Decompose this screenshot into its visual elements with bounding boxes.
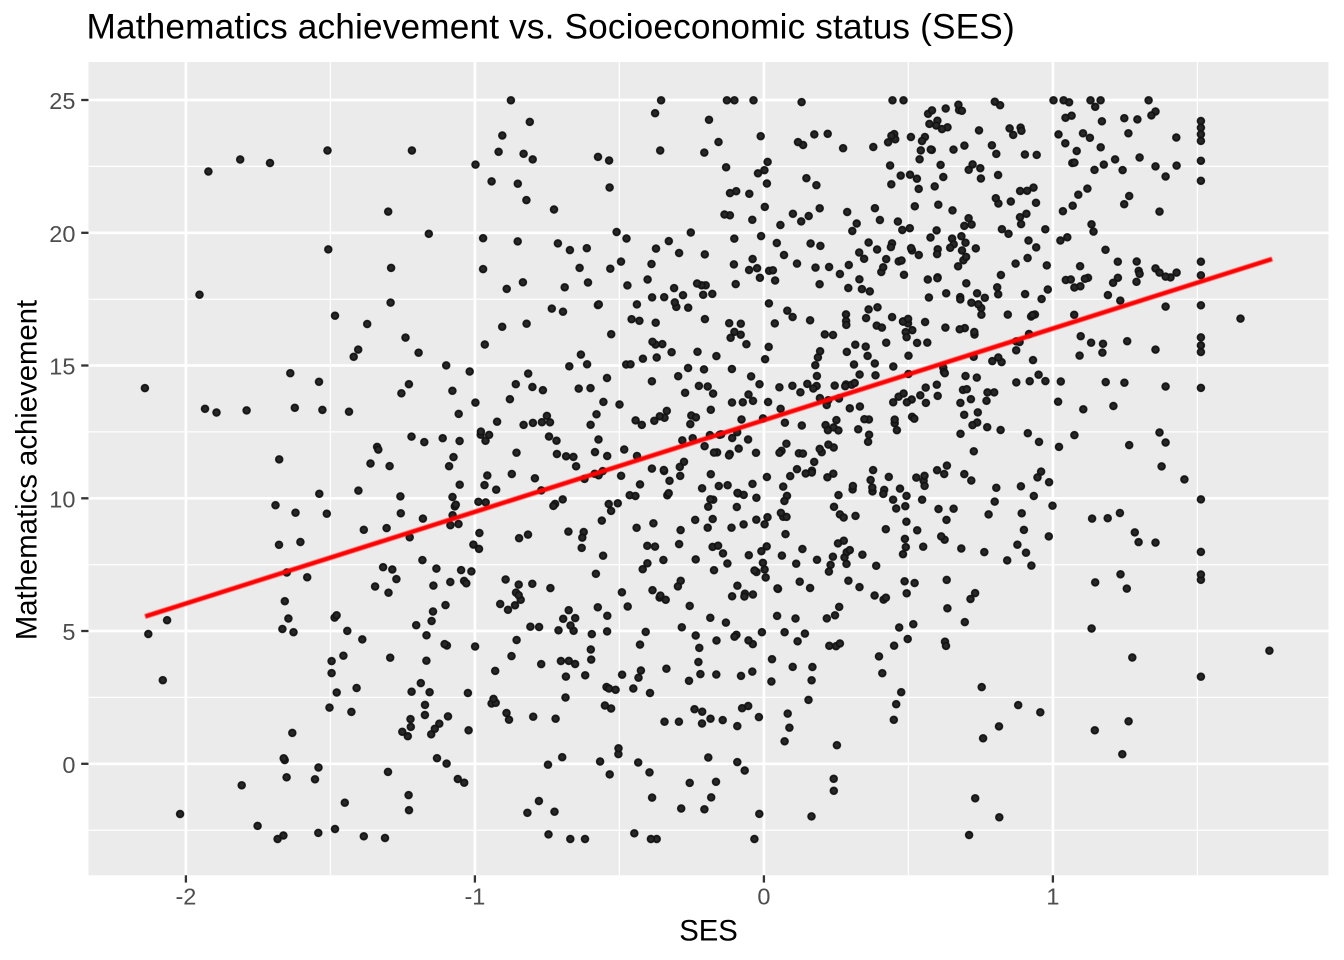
svg-text:20: 20: [49, 221, 75, 247]
svg-text:SES: SES: [679, 914, 738, 947]
svg-text:0: 0: [757, 884, 770, 910]
svg-text:15: 15: [49, 354, 75, 380]
svg-text:25: 25: [49, 88, 75, 114]
svg-text:0: 0: [62, 752, 75, 778]
svg-text:5: 5: [62, 619, 75, 645]
svg-text:-2: -2: [175, 884, 196, 910]
svg-text:-1: -1: [464, 884, 485, 910]
svg-text:Mathematics achievement vs. So: Mathematics achievement vs. Socioeconomi…: [87, 8, 1015, 47]
svg-text:Mathematics achievement: Mathematics achievement: [10, 300, 43, 640]
svg-text:1: 1: [1046, 884, 1059, 910]
svg-text:10: 10: [49, 486, 75, 512]
